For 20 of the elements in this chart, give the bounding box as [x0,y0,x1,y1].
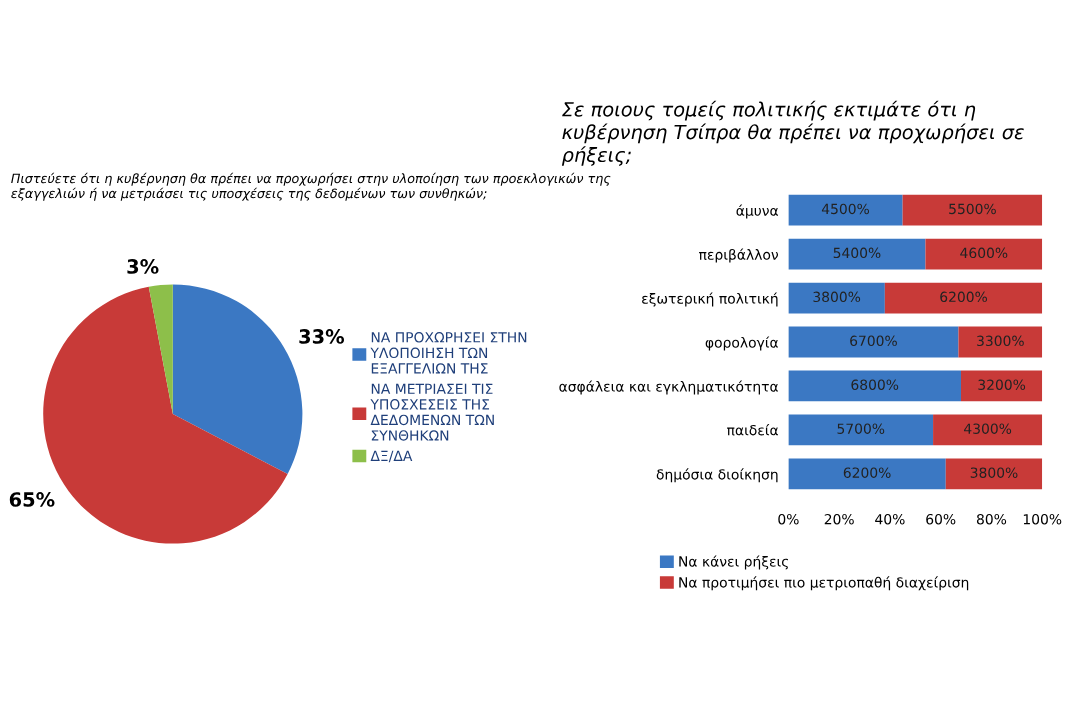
bar [788,370,961,402]
pie-slice [148,284,173,414]
data-label: 3% [127,259,159,274]
bar [788,414,934,446]
bar [958,326,1043,358]
bar [788,238,926,270]
chart-title: Σε ποιους τομείς πολιτικής εκτιμάτε ότι η κυβέρνηση Τσίπρα θα πρέπει να προχωρήσει σε ρήξεις; [561,100,1024,166]
bar [788,458,946,490]
bar [925,238,1043,270]
bar [960,370,1043,402]
data-label: 33% [299,329,345,344]
bar [788,282,885,314]
pie-slice [172,284,303,475]
bar [933,414,1043,446]
bar [902,194,1043,226]
bar [788,194,903,226]
bar [945,458,1043,490]
bar [884,282,1043,314]
data-label: 65% [9,492,55,507]
bar [788,326,959,358]
